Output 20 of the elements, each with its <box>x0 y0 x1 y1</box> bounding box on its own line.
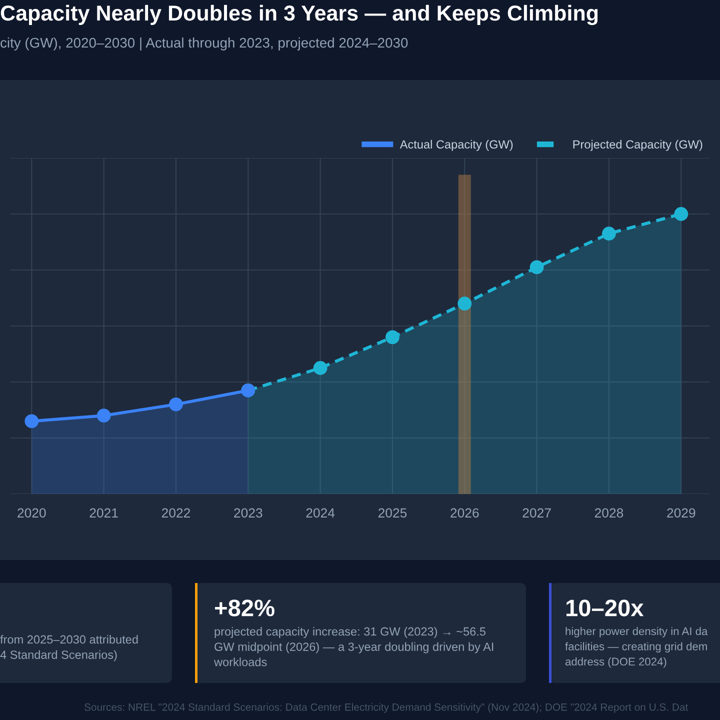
x-tick-label: 2021 <box>90 508 118 518</box>
text: from 2025–2030 attributed 4 Standard Scenarios) <box>0 635 138 662</box>
legend-label: Actual Capacity (GW) <box>400 140 513 151</box>
source-note: Sources: NREL "2024 Standard Scenarios: Data Center Electricity Demand Sensitivity" (Nov 2024); DOE "2024 Report on U.S. Dat <box>84 703 688 713</box>
x-tick-label: 2025 <box>378 508 407 518</box>
x-tick-label: 2020 <box>18 508 46 518</box>
x-tick-label: 2023 <box>234 508 262 518</box>
x-tick-label: 2028 <box>594 508 624 518</box>
text: 10–20x <box>566 600 644 616</box>
text: +82% <box>214 600 274 616</box>
x-tick-label: 2026 <box>450 508 479 518</box>
x-tick-label: 2029 <box>667 508 696 518</box>
x-tick-label: 2027 <box>522 508 551 518</box>
chart-title: Capacity Nearly Doubles in 3 Years — and Keeps Climbing <box>0 4 598 26</box>
chart-subtitle: city (GW), 2020–2030 | Actual through 2023, projected 2024–2030 <box>0 37 408 51</box>
text: projected capacity increase: 31 GW (2023) → ~56.5 GW midpoint (2026) — a 3-year doubling driven by AI workloads <box>214 627 494 666</box>
text: higher power density in AI da facilities — creating grid dem address (DOE 2024) <box>565 627 708 668</box>
x-tick-label: 2022 <box>162 508 190 518</box>
legend-label: Projected Capacity (GW) <box>573 140 702 151</box>
x-tick-label: 2024 <box>306 508 335 518</box>
